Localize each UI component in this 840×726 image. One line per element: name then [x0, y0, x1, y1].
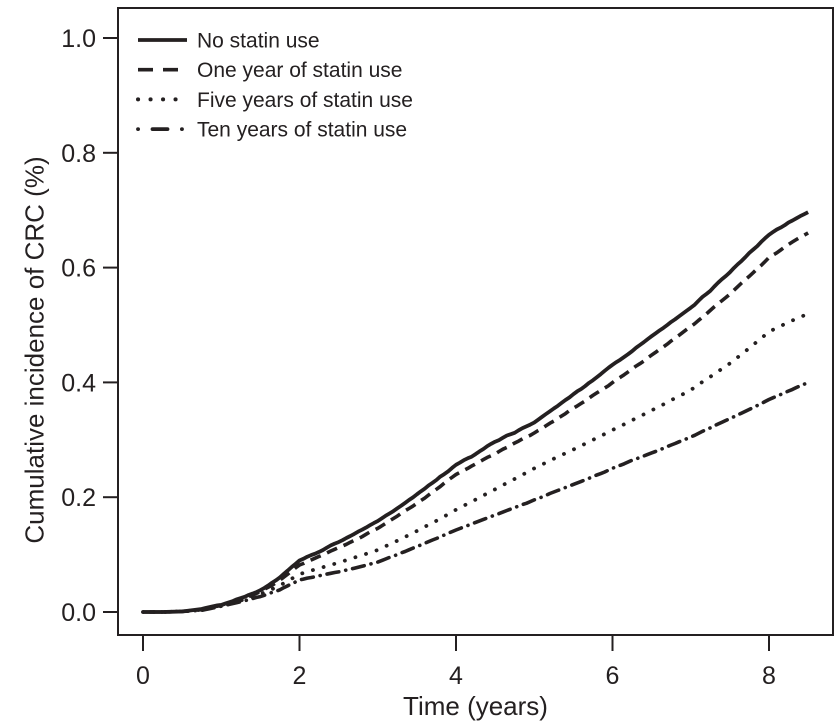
series-line-one-year-of-statin-use [143, 231, 810, 614]
y-axis-tick-label: 0.0 [61, 599, 96, 627]
legend-label-ten-years-of-statin-use: Ten years of statin use [197, 119, 407, 142]
y-axis-tick-label: 0.2 [61, 484, 96, 512]
x-axis-tick-label: 6 [606, 662, 620, 690]
y-axis-tick-label: 1.0 [61, 25, 96, 53]
x-axis-tick-label: 4 [449, 662, 463, 690]
x-axis-tick-label: 8 [762, 662, 776, 690]
x-axis-tick-label: 2 [293, 662, 307, 690]
y-axis-title: Cumulative incidence of CRC (%) [19, 156, 50, 544]
legend-label-five-years-of-statin-use: Five years of statin use [197, 89, 413, 112]
x-axis-tick-label: 0 [136, 662, 150, 690]
y-axis-tick-label: 0.4 [61, 369, 96, 397]
legend-label-no-statin-use: No statin use [197, 30, 320, 53]
series-line-five-years-of-statin-use [141, 311, 810, 614]
series-line-no-statin-use [143, 210, 809, 614]
x-axis-title: Time (years) [403, 691, 548, 721]
y-axis-tick-label: 0.6 [61, 255, 96, 283]
series-line-ten-years-of-statin-use [141, 380, 810, 614]
plot-border [117, 7, 834, 636]
legend-label-one-year-of-statin-use: One year of statin use [197, 59, 402, 82]
y-axis-tick-label: 0.8 [61, 140, 96, 168]
